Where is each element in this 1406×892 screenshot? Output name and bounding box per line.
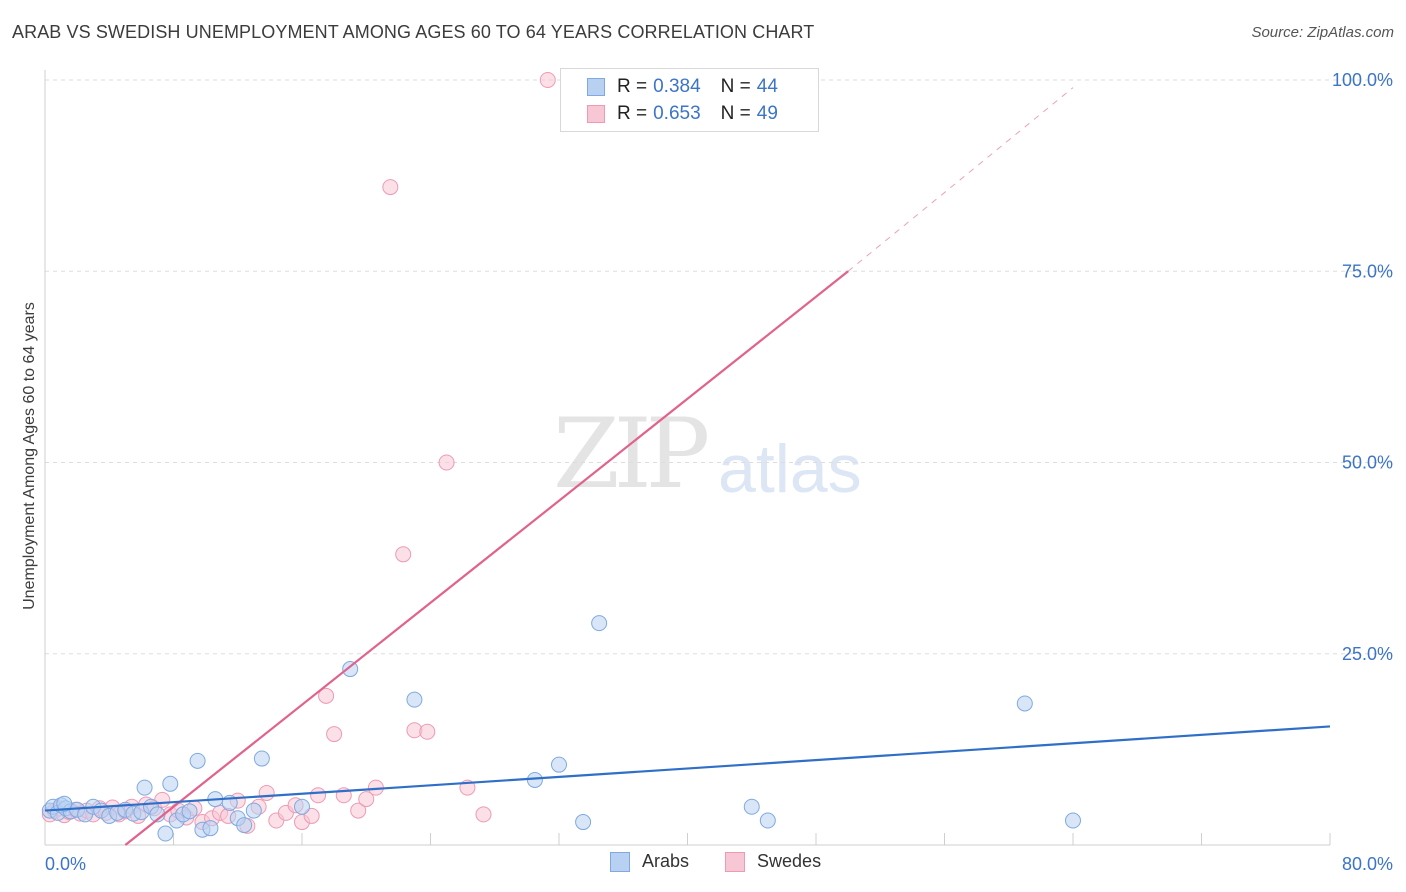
arabs-point xyxy=(1016,695,1033,712)
y-axis-label: Unemployment Among Ages 60 to 64 years xyxy=(21,302,38,610)
swedes-point xyxy=(258,784,275,801)
swedes-legend-swatch xyxy=(725,851,746,872)
n-key: N = xyxy=(720,103,751,124)
arabs-point xyxy=(189,752,206,769)
arabs-point xyxy=(202,820,219,837)
arabs-point xyxy=(236,817,253,834)
arabs-point xyxy=(551,756,567,773)
swedes-legend-label: Swedes xyxy=(757,851,822,871)
r-value: 0.653 xyxy=(653,103,701,124)
swedes-point xyxy=(419,723,436,740)
swedes-point xyxy=(539,72,556,88)
arabs-point xyxy=(342,661,359,678)
arabs-point xyxy=(181,803,198,820)
swedes-trend-extension xyxy=(847,87,1074,272)
x-tick-label: 80.0% xyxy=(1342,854,1393,874)
arabs-swatch xyxy=(587,78,605,96)
r-key: R = xyxy=(617,103,648,124)
n-key: N = xyxy=(720,76,751,97)
arabs-point xyxy=(759,812,776,829)
arabs-point xyxy=(157,825,174,842)
swedes-point xyxy=(475,806,492,823)
swedes-point xyxy=(326,726,343,743)
y-tick-label: 25.0% xyxy=(1342,644,1393,664)
swedes-point xyxy=(318,687,335,704)
swedes-point xyxy=(438,454,455,471)
swedes-point xyxy=(395,546,412,563)
series-legend: Arabs Swedes xyxy=(610,851,857,872)
legend-item-swedes: Swedes xyxy=(725,851,821,872)
arabs-point xyxy=(743,798,760,815)
arabs-point xyxy=(162,775,179,792)
n-value: 44 xyxy=(756,76,778,97)
arabs-point xyxy=(294,798,310,815)
arabs-point xyxy=(526,771,543,788)
arabs-point xyxy=(136,779,153,796)
legend-row-arabs: R = 0.384 N = 44 xyxy=(587,75,778,99)
arabs-point xyxy=(1065,812,1081,829)
r-value: 0.384 xyxy=(653,76,701,97)
swedes-point xyxy=(310,787,327,804)
swedes-swatch xyxy=(587,105,605,123)
n-value: 49 xyxy=(756,103,778,124)
x-tick-label: 0.0% xyxy=(45,854,86,874)
y-tick-label: 100.0% xyxy=(1332,70,1393,90)
chart-title: ARAB VS SWEDISH UNEMPLOYMENT AMONG AGES … xyxy=(12,22,815,42)
arabs-point xyxy=(591,615,608,632)
r-key: R = xyxy=(617,76,648,97)
swedes-point xyxy=(350,802,367,819)
legend-item-arabs: Arabs xyxy=(610,851,689,872)
arabs-point xyxy=(575,814,592,831)
y-tick-label: 50.0% xyxy=(1342,453,1393,473)
watermark-zip: ZIP xyxy=(553,398,710,510)
swedes-trend-line xyxy=(124,270,849,846)
swedes-point xyxy=(382,179,399,196)
y-tick-label: 75.0% xyxy=(1342,261,1393,281)
arabs-point xyxy=(245,802,262,819)
legend-row-swedes: R = 0.653 N = 49 xyxy=(587,102,778,126)
swedes-point xyxy=(303,807,320,824)
correlation-legend: R = 0.384 N = 44 R = 0.653 N = 49 xyxy=(560,68,819,132)
arabs-legend-swatch xyxy=(610,851,630,872)
arabs-trend-line xyxy=(44,725,1331,812)
arabs-legend-label: Arabs xyxy=(642,851,690,871)
arabs-point xyxy=(253,750,270,767)
arabs-point xyxy=(56,795,73,812)
watermark-atlas: atlas xyxy=(718,431,862,507)
source-label: Source: ZipAtlas.com xyxy=(1251,24,1394,41)
arabs-point xyxy=(406,691,423,708)
swedes-point xyxy=(358,791,375,808)
